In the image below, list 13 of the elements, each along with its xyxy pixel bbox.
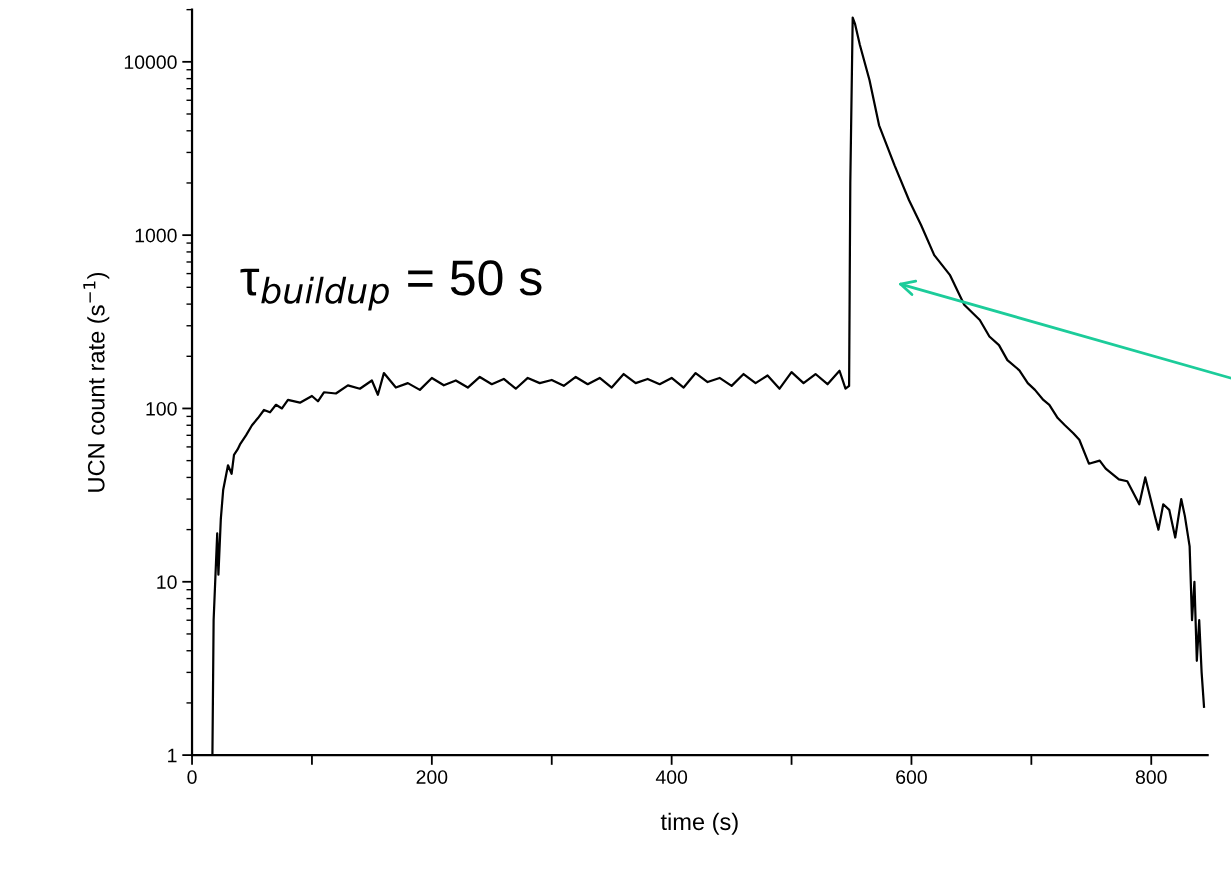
y-tick-label: 10 [157,575,177,590]
annotation: τ$_{buildup}$ = 50 s [240,260,542,311]
y-axis-title: UCN count rate (s$^{−1}$) [83,272,110,492]
y-tick-label: 1000 [135,228,177,243]
y-tick-label: 100 [146,401,177,416]
x-tick-label: 400 [655,770,688,784]
y-tick-label: 1 [168,748,177,763]
y-tick-label: 10000 [124,55,177,70]
x-tick-label: 200 [416,770,448,784]
x-tick-label: 0 [187,770,197,784]
x-tick-label: 600 [896,770,927,784]
x-tick-label: 800 [1135,770,1167,784]
x-axis-title: time (s) [660,812,738,835]
